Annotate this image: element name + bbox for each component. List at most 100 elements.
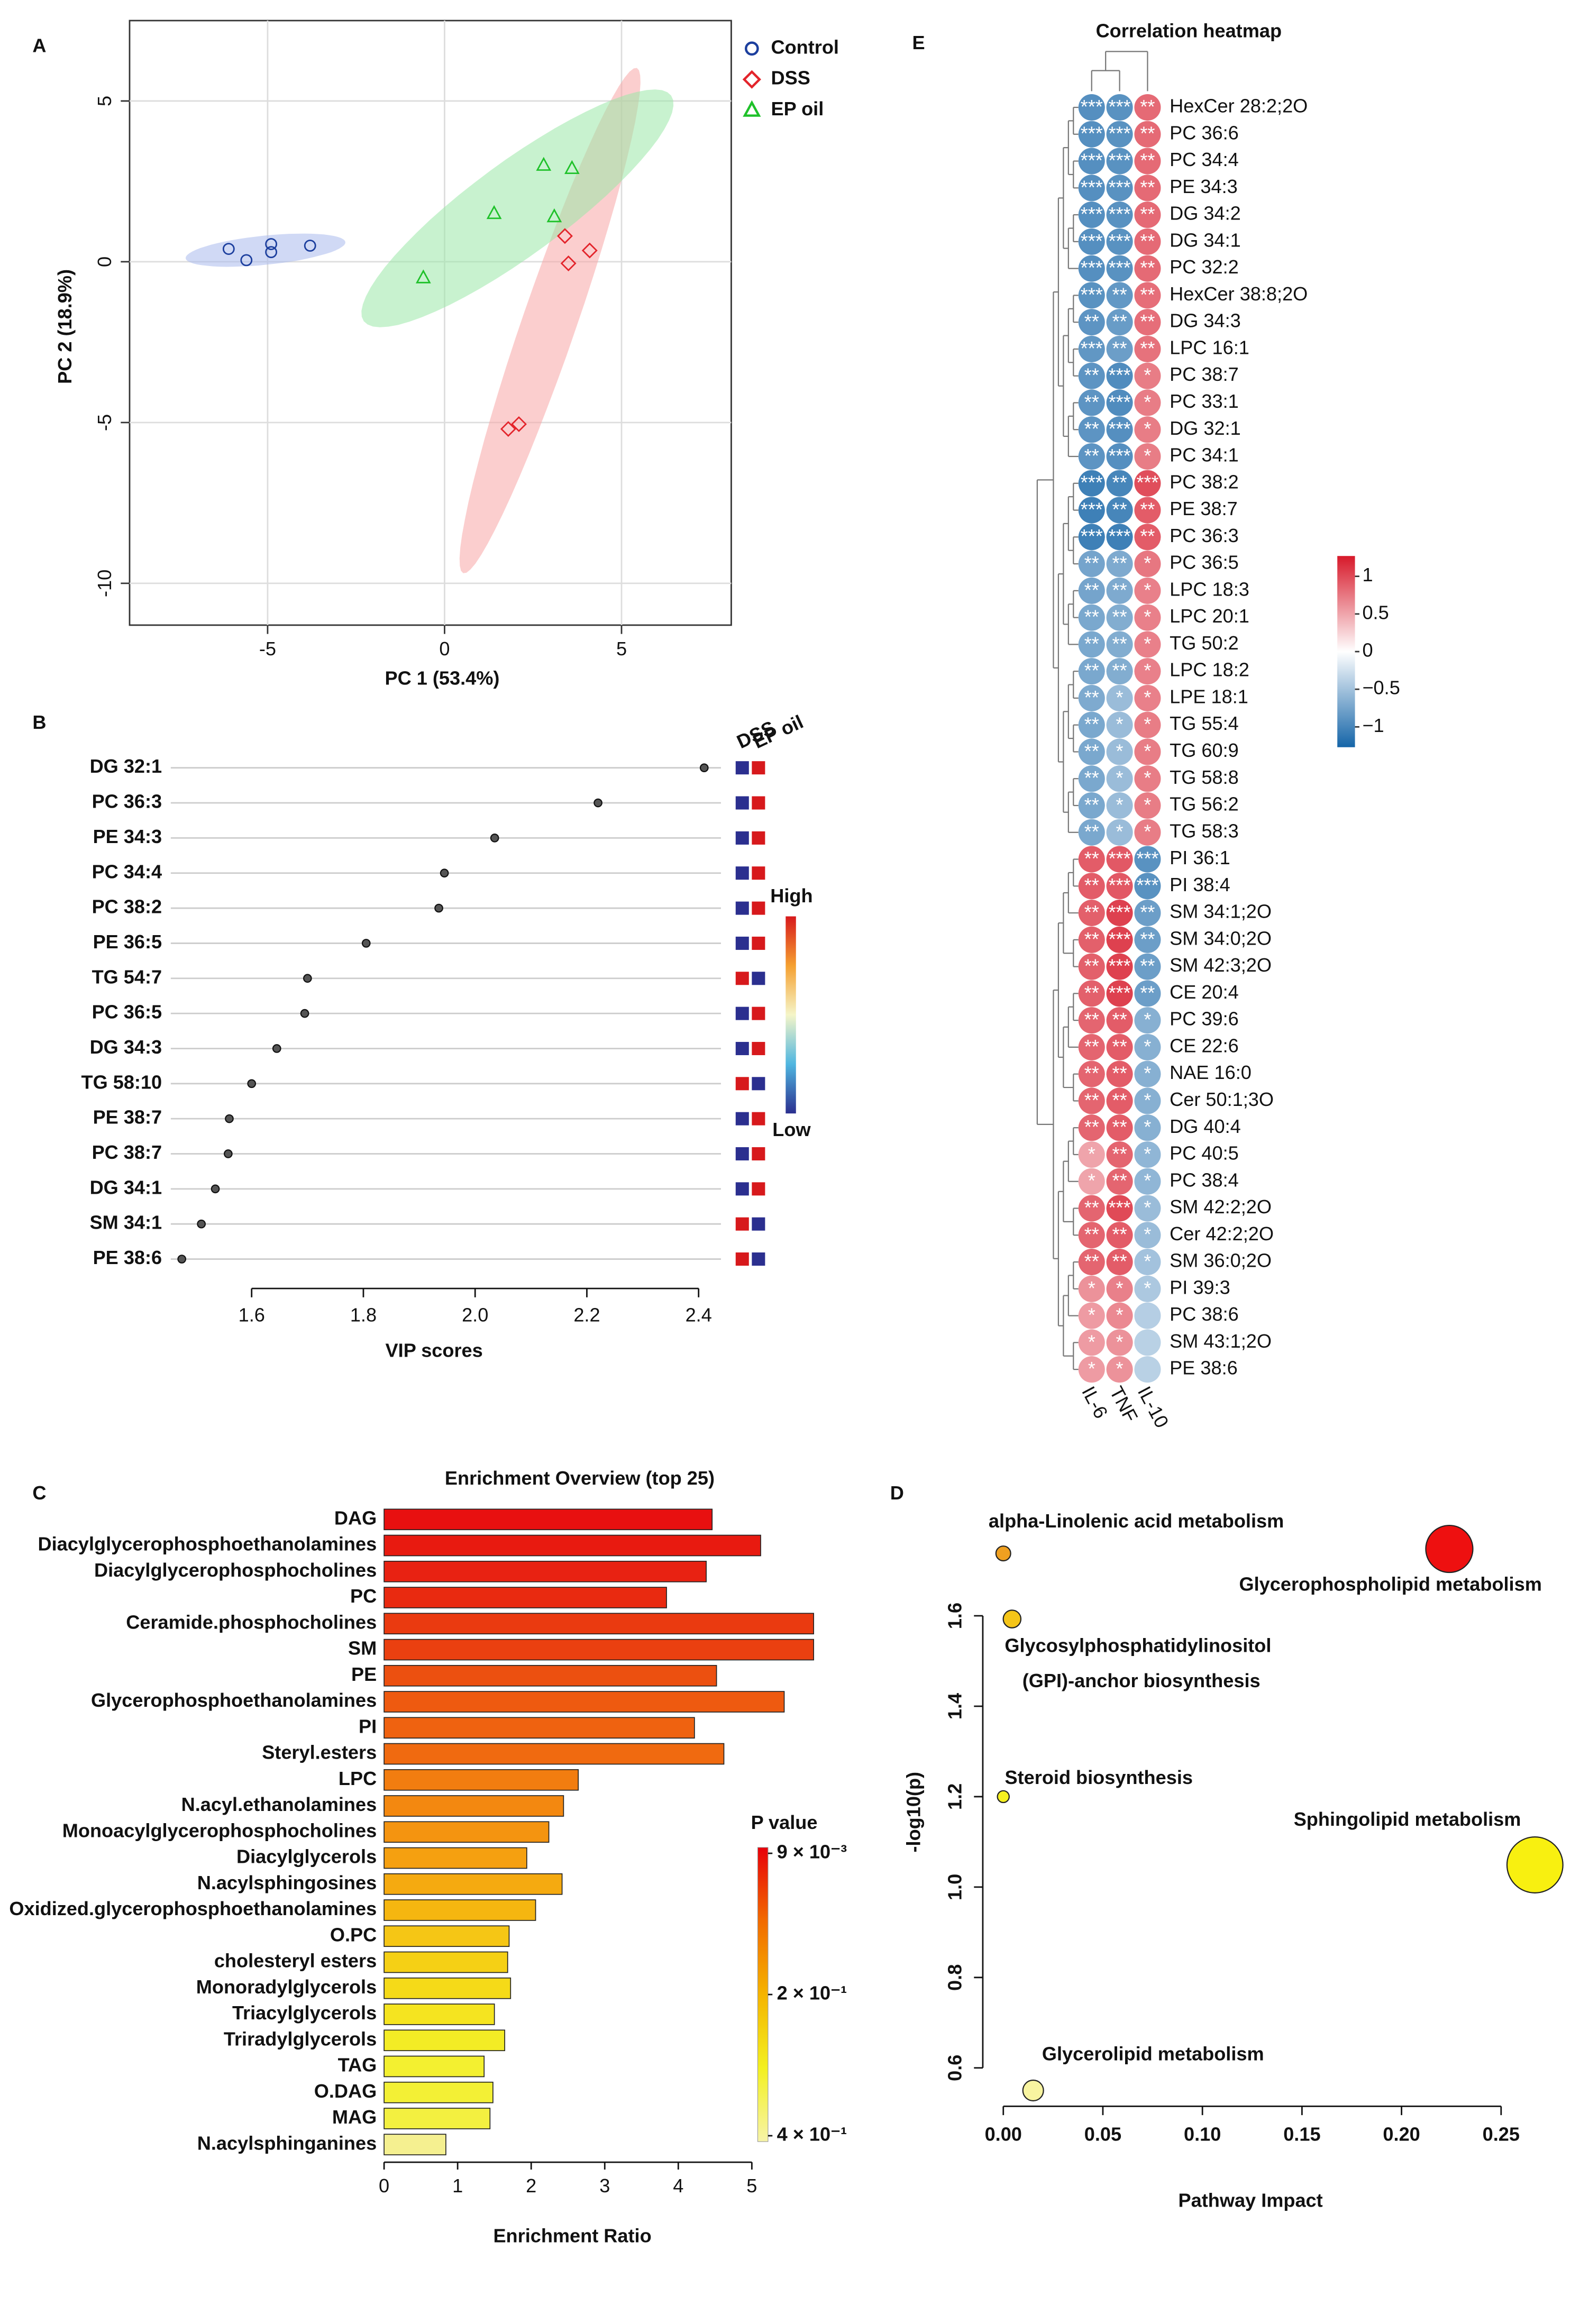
row-label: TG 55:4 (1170, 712, 1239, 734)
category-label: PE 36:5 (93, 931, 162, 953)
bar (383, 1691, 785, 1713)
significance-label: * (1144, 1277, 1151, 1299)
row-label: SM 34:1;2O (1170, 901, 1272, 922)
significance-label: * (1144, 660, 1151, 681)
heat-cell (1078, 1060, 1105, 1087)
colorbar-label: −0.5 (1362, 677, 1400, 699)
significance-label: *** (1109, 901, 1131, 923)
heat-cell (1134, 631, 1161, 658)
significance-label: ** (1084, 847, 1099, 869)
heat-cell (1106, 1007, 1133, 1034)
dot (247, 1079, 257, 1088)
heat-cell (1134, 1195, 1161, 1222)
heat-cell (1134, 175, 1161, 202)
heat-cell (752, 1147, 765, 1161)
heat-cell (1106, 792, 1133, 819)
dot (224, 1149, 233, 1158)
bar (383, 1951, 508, 1973)
heat-cell (1078, 1249, 1105, 1276)
heat-cell (1106, 228, 1133, 255)
point-label: alpha-Linolenic acid metabolism (989, 1510, 1284, 1532)
heat-cell (1134, 604, 1161, 631)
x-tick-label: -5 (259, 638, 276, 660)
bar (383, 2134, 446, 2156)
heat-cell (1134, 926, 1161, 953)
row-label: Cer 50:1;3O (1170, 1088, 1274, 1110)
bubble (1002, 1609, 1022, 1628)
heat-cell (1134, 551, 1161, 578)
heat-cell (752, 901, 765, 915)
significance-label: *** (1136, 847, 1158, 869)
legend-label: EP oil (771, 98, 824, 120)
significance-label: *** (1109, 525, 1131, 547)
confidence-ellipse (361, 89, 674, 327)
category-label: TAG (338, 2054, 377, 2076)
significance-label: * (1144, 364, 1151, 386)
significance-label: ** (1140, 203, 1155, 225)
significance-label: *** (1109, 955, 1131, 977)
panel-letter: A (32, 35, 46, 57)
heat-cell (1078, 551, 1105, 578)
category-label: Ceramide.phosphocholines (126, 1611, 377, 1633)
bubble (995, 1545, 1011, 1562)
y-tick-label: -5 (94, 414, 115, 431)
heat-cell (735, 1252, 749, 1266)
significance-label: ** (1140, 955, 1155, 977)
bar (383, 1743, 725, 1765)
heat-cell (1134, 1222, 1161, 1249)
category-label: N.acylsphingosines (197, 1872, 377, 1893)
row-label: PE 38:7 (1170, 498, 1238, 519)
significance-label: * (1116, 1277, 1124, 1299)
significance-label: ** (1112, 337, 1127, 359)
legend-title: P value (751, 1811, 818, 1833)
significance-label: ** (1112, 1223, 1127, 1245)
significance-label: * (1144, 633, 1151, 654)
significance-label: *** (1109, 257, 1131, 279)
y-tick-label: 1.0 (944, 1874, 965, 1900)
category-label: Monoacylglycerophosphocholines (62, 1819, 377, 1841)
significance-label: * (1116, 1304, 1124, 1326)
category-label: PE 38:7 (93, 1106, 162, 1128)
heat-cell (1106, 765, 1133, 792)
significance-label: ** (1084, 740, 1099, 762)
heat-cell (1134, 1168, 1161, 1195)
significance-label: ** (1084, 794, 1099, 816)
point (581, 242, 598, 259)
row-label: PC 36:6 (1170, 122, 1239, 143)
row-label: DG 34:3 (1170, 310, 1241, 332)
significance-label: ** (1084, 1250, 1099, 1272)
bar (383, 1508, 713, 1531)
significance-label: ** (1084, 579, 1099, 601)
heat-cell (1078, 900, 1105, 927)
significance-label: ** (1112, 1143, 1127, 1165)
category-label: O.DAG (314, 2080, 377, 2102)
significance-label: * (1144, 1250, 1151, 1272)
heat-cell (1106, 1033, 1133, 1060)
heat-cell (1106, 94, 1133, 121)
row-label: DG 34:2 (1170, 203, 1241, 224)
category-label: SM 34:1 (90, 1212, 162, 1233)
significance-label: ** (1084, 821, 1099, 843)
bar (383, 1664, 717, 1687)
bar (383, 1847, 527, 1869)
heat-cell (1134, 94, 1161, 121)
significance-label: ** (1112, 1009, 1127, 1030)
dot (361, 939, 371, 948)
category-label: PC 36:5 (92, 1001, 162, 1023)
point (510, 416, 527, 432)
heat-cell (1134, 470, 1161, 497)
bar (383, 2003, 495, 2025)
significance-label: ** (1084, 955, 1099, 977)
significance-label: * (1144, 713, 1151, 735)
x-tick-label: 1 (452, 2175, 463, 2197)
category-label: Steryl.esters (262, 1742, 377, 1763)
heat-cell (1078, 1222, 1105, 1249)
row-label: PC 38:7 (1170, 363, 1239, 385)
significance-label: ** (1140, 337, 1155, 359)
significance-label: ** (1140, 176, 1155, 198)
dot (225, 1114, 234, 1123)
row-label: PC 34:4 (1170, 149, 1239, 170)
significance-label: ** (1140, 928, 1155, 950)
colorbar-label: 0.5 (1362, 601, 1389, 623)
heat-cell (1106, 1114, 1133, 1141)
